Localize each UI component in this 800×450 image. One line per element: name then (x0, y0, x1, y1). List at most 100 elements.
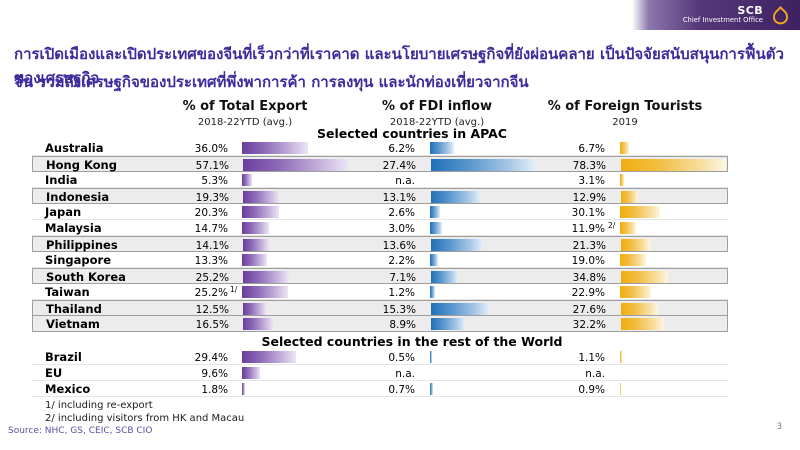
scb-logo-icon (770, 5, 791, 26)
export-bar (242, 367, 260, 379)
fdi-bar (430, 286, 435, 298)
tourists-value: 32.2% (572, 318, 606, 331)
footnote-ref: 1/ (230, 285, 238, 294)
country-label: Hong Kong (46, 157, 117, 172)
fdi-bar (430, 206, 440, 218)
tourists-value: 21.3% (572, 239, 606, 252)
table-row-malaysia: Malaysia 14.7% 3.0% 11.9% 2/ (32, 220, 728, 236)
tourists-value: 3.1% (578, 174, 605, 187)
fdi-bar (431, 159, 536, 171)
table-row-indonesia: Indonesia 19.3% 13.1% 12.9% (32, 188, 728, 204)
country-label: EU (45, 365, 63, 380)
export-value: 25.2% (195, 271, 229, 284)
fdi-value: 6.2% (388, 142, 415, 155)
fdi-value: 7.1% (389, 271, 416, 284)
footnotes: 1/ including re-export 2/ including visi… (45, 399, 244, 425)
table-row-singapore: Singapore 13.3% 2.2% 19.0% (32, 252, 728, 268)
country-label: Singapore (45, 252, 112, 267)
export-bar (242, 286, 289, 298)
country-label: Japan (45, 204, 82, 219)
country-label: Brazil (45, 349, 82, 364)
tourists-bar (620, 222, 636, 234)
tourists-value: 27.6% (572, 303, 606, 316)
fdi-value: 2.6% (388, 206, 415, 219)
tourists-bar (621, 191, 639, 203)
tourists-bar (620, 351, 622, 363)
country-label: Thailand (46, 301, 102, 316)
tourists-value: 19.0% (571, 254, 605, 267)
fdi-bar (431, 303, 490, 315)
export-bar (243, 191, 279, 203)
fdi-value: 2.2% (388, 254, 415, 267)
tourists-bar (621, 318, 665, 330)
column-header-export: % of Total Export (182, 99, 308, 114)
country-label: Australia (45, 140, 104, 155)
tourists-bar (620, 254, 646, 266)
table-row-australia: Australia 36.0% 6.2% 6.7% (32, 140, 728, 156)
fdi-value: 13.1% (382, 191, 416, 204)
fdi-bar (430, 142, 454, 154)
slide-title-line1: การเปิดเมืองและเปิดประเทศของจีนที่เร็วกว… (14, 45, 784, 87)
table-row-eu: EU 9.6% n.a. n.a. (32, 365, 728, 381)
fdi-value: 3.0% (388, 222, 415, 235)
export-value: 14.7% (194, 222, 228, 235)
table-row-japan: Japan 20.3% 2.6% 30.1% (32, 204, 728, 220)
table-row-vietnam: Vietnam 16.5% 8.9% 32.2% (32, 316, 728, 332)
column-header-fdi: % of FDI inflow (382, 99, 492, 114)
brand-name: SCB (737, 3, 763, 17)
fdi-value: 1.2% (388, 286, 415, 299)
export-bar (243, 159, 348, 171)
table-row-taiwan: Taiwan 25.2% 1/1.2% 22.9% (32, 284, 728, 300)
section-title-world: Selected countries in the rest of the Wo… (261, 334, 563, 349)
table-row-south-korea: South Korea 25.2% 7.1% 34.8% (32, 268, 728, 284)
fdi-bar (430, 254, 439, 266)
export-bar (242, 206, 280, 218)
table-row-philippines: Philippines 14.1% 13.6% 21.3% (32, 236, 728, 252)
fdi-value: n.a. (395, 174, 415, 187)
tourists-bar (621, 159, 726, 171)
export-value: 1.8% (201, 383, 228, 396)
country-label: Vietnam (46, 316, 100, 331)
country-label: Malaysia (45, 220, 102, 235)
tourists-value: 11.9% (571, 222, 605, 235)
export-value: 9.6% (201, 367, 228, 380)
export-value: 19.3% (195, 191, 229, 204)
table-row-mexico: Mexico 1.8% 0.7% 0.9% (32, 381, 728, 397)
tourists-value: 0.9% (578, 383, 605, 396)
tourists-bar (620, 174, 625, 186)
export-bar (243, 239, 269, 251)
fdi-bar (431, 318, 466, 330)
footnote-1: 1/ including re-export (45, 400, 153, 411)
country-label: Mexico (45, 381, 91, 396)
tourists-bar (620, 206, 661, 218)
fdi-value: n.a. (395, 367, 415, 380)
column-header-tourists: % of Foreign Tourists (547, 99, 703, 114)
fdi-value: 15.3% (382, 303, 416, 316)
fdi-value: 0.5% (388, 351, 415, 364)
fdi-value: 13.6% (382, 239, 416, 252)
tourists-value: 78.3% (572, 159, 606, 172)
footnote-2: 2/ including visitors from HK and Macau (45, 413, 245, 424)
brand-text: SCB Chief Investment Office (682, 3, 763, 25)
tourists-value: 6.7% (578, 142, 605, 155)
section-title-apac: Selected countries in APAC (317, 126, 507, 141)
export-bar (242, 142, 309, 154)
fdi-bar (430, 222, 442, 234)
fdi-bar (430, 383, 433, 395)
tourists-bar (620, 383, 622, 395)
tourists-value: 34.8% (572, 271, 606, 284)
export-bar (242, 174, 252, 186)
export-bar (242, 383, 246, 395)
column-subheader-fdi: 2018-22YTD (avg.) (389, 117, 485, 128)
brand-banner: SCB Chief Investment Office (632, 0, 800, 30)
tourists-bar (621, 303, 658, 315)
fdi-value: 8.9% (389, 318, 416, 331)
tourists-value: 12.9% (572, 191, 606, 204)
tourists-bar (620, 286, 651, 298)
tourists-bar (620, 142, 629, 154)
brand-subtitle: Chief Investment Office (682, 16, 763, 25)
export-bar (243, 318, 274, 330)
export-bar (242, 222, 269, 234)
export-bar (242, 351, 297, 363)
